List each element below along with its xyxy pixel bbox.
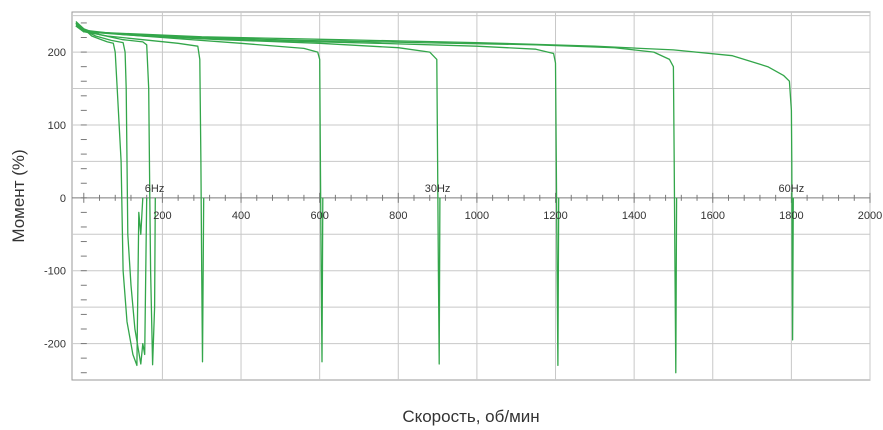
series-line	[75, 25, 794, 341]
series-line	[75, 22, 205, 363]
x-tick-label: 800	[389, 210, 407, 222]
y-axis-title: Момент (%)	[9, 149, 28, 242]
y-tick-label: 0	[60, 193, 66, 205]
plot-frame	[71, 11, 871, 381]
y-tick-label: -100	[44, 266, 66, 278]
frequency-annotation: 6Hz	[145, 183, 165, 195]
x-tick-label: 600	[310, 210, 328, 222]
x-tick-label: 1200	[543, 210, 567, 222]
series-line	[75, 21, 156, 366]
y-tick-label: 200	[48, 47, 66, 59]
x-axis-title: Скорость, об/мин	[402, 407, 539, 426]
x-tick-label: 1600	[701, 210, 725, 222]
frequency-annotation: 30Hz	[425, 183, 451, 195]
zero-axis	[72, 22, 871, 374]
x-tick-label: 1400	[622, 210, 646, 222]
y-tick-label: 100	[48, 120, 66, 132]
series-line	[75, 22, 148, 365]
x-tick-label: 1000	[465, 210, 489, 222]
x-tick-label: 400	[232, 210, 250, 222]
series-layer	[75, 21, 794, 374]
grid	[71, 11, 871, 381]
x-tick-label: 200	[153, 210, 171, 222]
tick-label-layer: 200 400 600 800 1000 1200 1400 1600 1800 2000-200…	[44, 47, 882, 350]
x-tick-label: 1800	[779, 210, 803, 222]
series-line	[75, 25, 441, 365]
annotation-layer: 6Hz 30Hz 60Hz	[145, 183, 804, 195]
series-line	[75, 22, 144, 367]
x-tick-label: 2000	[858, 210, 882, 222]
frequency-annotation: 60Hz	[779, 183, 805, 195]
y-tick-label: -200	[44, 339, 66, 351]
